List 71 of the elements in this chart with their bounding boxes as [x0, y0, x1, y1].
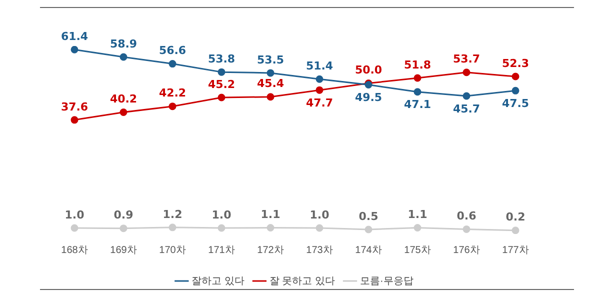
data-label: 49.5	[354, 91, 382, 104]
point	[168, 224, 176, 232]
legend-label: 잘하고 있다	[192, 276, 244, 287]
point	[120, 224, 128, 232]
data-label: 45.2	[208, 78, 236, 91]
x-tick-label: 171차	[208, 244, 235, 256]
x-tick-label: 172차	[257, 244, 284, 256]
point	[218, 68, 226, 76]
point	[512, 72, 520, 80]
point	[462, 92, 470, 100]
point	[462, 225, 470, 233]
x-tick-label: 174차	[355, 244, 382, 256]
data-label: 47.1	[404, 98, 432, 112]
data-label: 1.2	[162, 208, 182, 221]
data-label: 51.4	[306, 60, 334, 73]
point	[266, 69, 274, 77]
point	[120, 108, 128, 116]
data-label: 0.2	[506, 210, 526, 224]
point	[120, 53, 128, 61]
point	[266, 93, 274, 101]
x-tick-label: 173차	[306, 244, 333, 256]
data-label: 0.5	[358, 210, 378, 223]
data-label: 47.7	[306, 96, 334, 110]
data-label: 58.9	[110, 37, 138, 50]
x-tick-label: 177차	[502, 244, 529, 256]
point	[512, 86, 520, 94]
point	[70, 46, 78, 54]
x-tick-label: 175차	[404, 244, 431, 256]
legend-label: 잘 못하고 있다	[269, 276, 336, 287]
point	[414, 224, 422, 232]
data-label: 45.7	[452, 102, 480, 116]
point	[462, 68, 470, 76]
point	[512, 226, 520, 234]
data-label: 1.1	[408, 208, 428, 222]
x-tick-label: 169차	[110, 244, 137, 256]
point	[218, 94, 226, 102]
data-label: 1.1	[260, 208, 280, 222]
point	[414, 88, 422, 96]
legend-label: 모름·무응답	[360, 276, 414, 287]
point	[316, 75, 324, 83]
point	[70, 224, 78, 232]
data-label: 0.6	[456, 210, 477, 223]
data-label: 50.0	[354, 64, 382, 77]
point	[316, 224, 324, 232]
point	[218, 224, 226, 232]
data-label: 1.0	[310, 208, 330, 222]
x-tick-label: 170차	[159, 244, 186, 256]
point	[70, 116, 78, 124]
data-label: 53.7	[452, 52, 480, 66]
point	[168, 102, 176, 110]
point	[168, 60, 176, 68]
data-label: 40.2	[110, 92, 138, 106]
x-tick-label: 176차	[453, 244, 480, 256]
data-label: 47.5	[502, 97, 530, 110]
data-label: 42.2	[158, 86, 186, 100]
point	[414, 74, 422, 82]
data-label: 61.4	[60, 30, 88, 43]
data-label: 52.3	[502, 56, 530, 70]
point	[316, 86, 324, 94]
data-label: 1.0	[64, 208, 85, 222]
point	[364, 226, 372, 234]
point	[266, 224, 274, 232]
data-label: 0.9	[114, 208, 134, 222]
data-label: 53.5	[256, 53, 284, 66]
data-label: 45.4	[256, 77, 284, 90]
data-label: 51.8	[404, 58, 432, 72]
data-label: 53.8	[208, 52, 236, 66]
data-label: 1.0	[212, 208, 232, 222]
data-label: 56.6	[158, 44, 186, 58]
data-label: 37.6	[60, 100, 88, 114]
x-tick-label: 168차	[61, 244, 88, 256]
